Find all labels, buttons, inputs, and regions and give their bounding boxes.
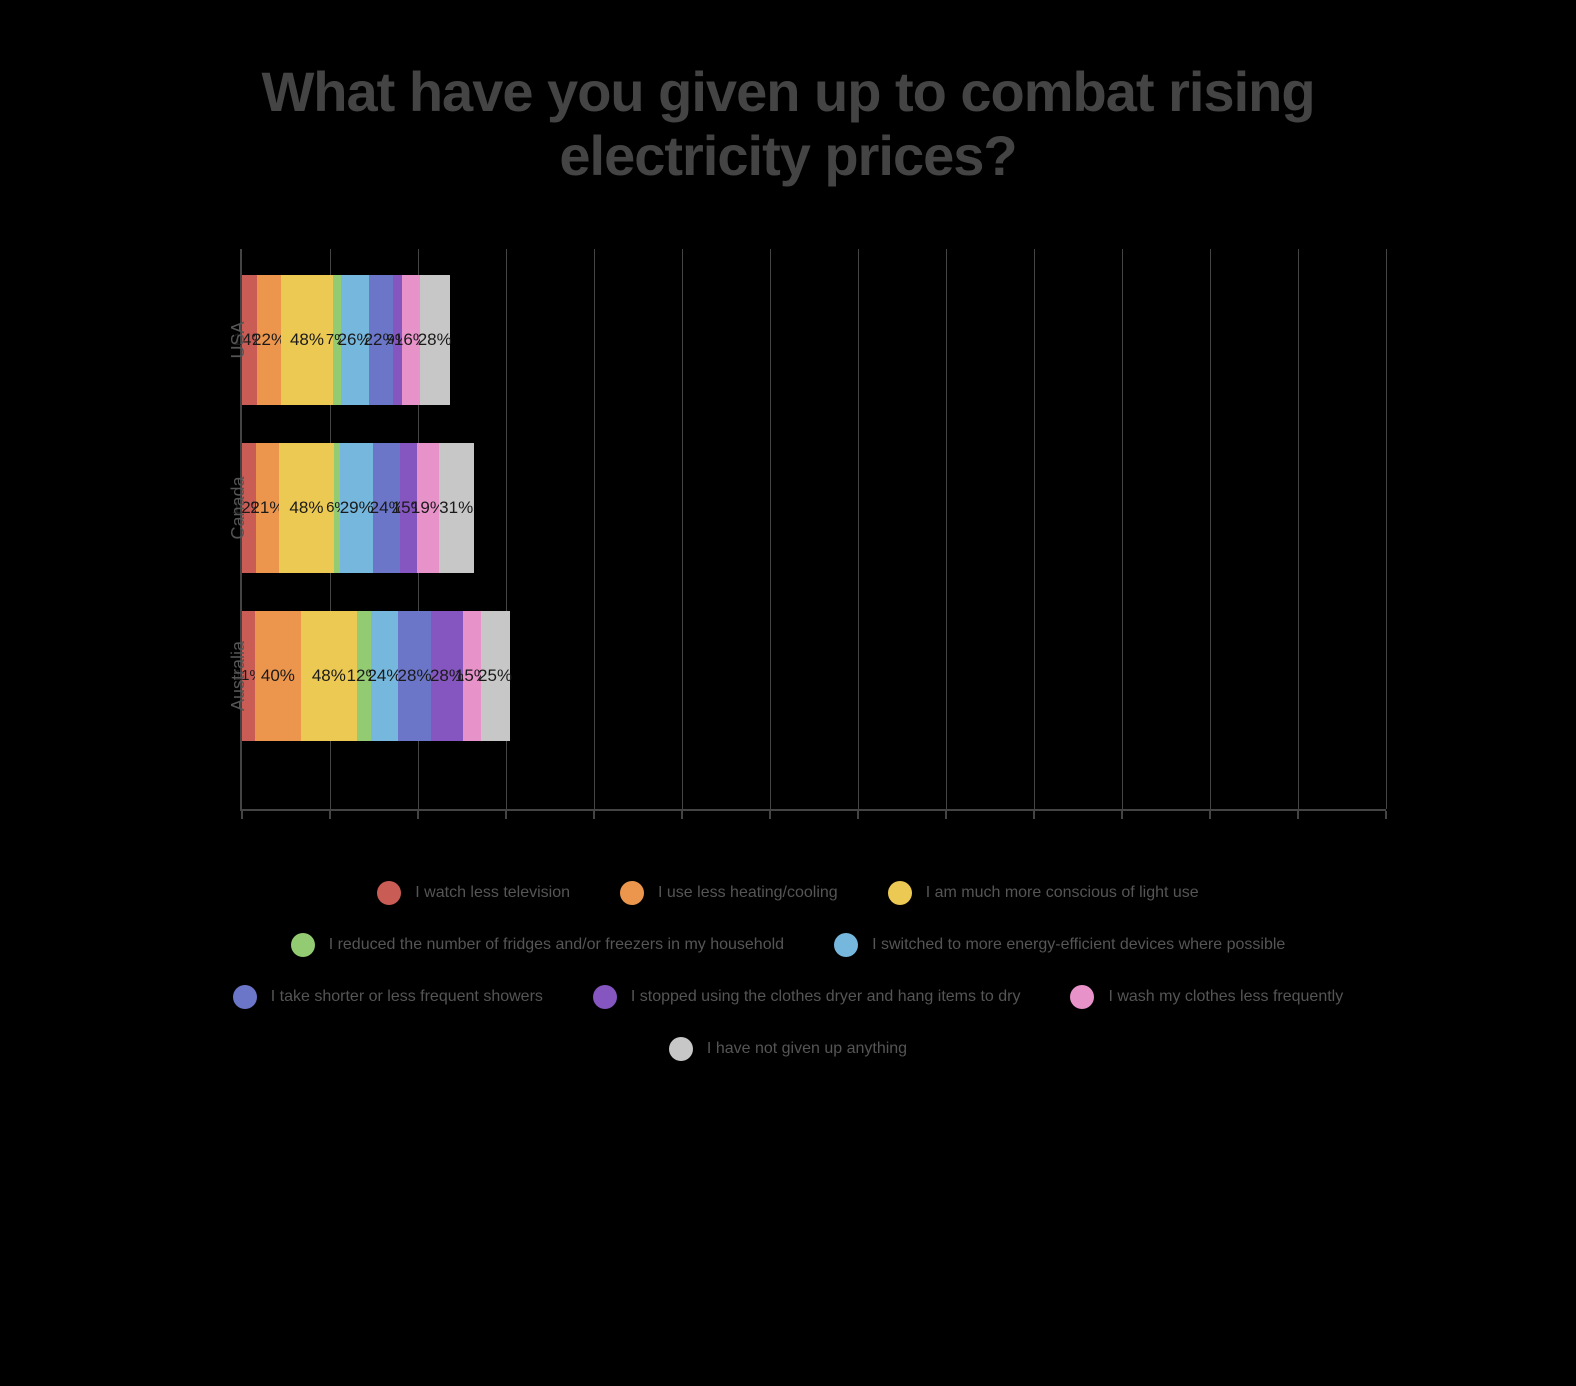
bar-segment: 28% bbox=[398, 611, 430, 741]
legend-label: I switched to more energy-efficient devi… bbox=[872, 936, 1285, 954]
legend-item: I use less heating/cooling bbox=[620, 881, 838, 905]
chart-page: What have you given up to combat rising … bbox=[0, 0, 1576, 1386]
x-tick bbox=[681, 811, 683, 819]
legend-item: I switched to more energy-efficient devi… bbox=[834, 933, 1285, 957]
x-tick bbox=[1033, 811, 1035, 819]
legend-swatch bbox=[291, 933, 315, 957]
bar-row: 11%40%48%12%24%28%28%15%25% bbox=[242, 611, 543, 741]
legend-label: I use less heating/cooling bbox=[658, 884, 838, 902]
x-tick bbox=[593, 811, 595, 819]
bar-segment: 29% bbox=[340, 443, 373, 573]
legend-item: I stopped using the clothes dryer and ha… bbox=[593, 985, 1021, 1009]
legend-item: I am much more conscious of light use bbox=[888, 881, 1199, 905]
y-axis-label: Australia bbox=[228, 641, 249, 711]
legend: I watch less television I use less heatin… bbox=[190, 881, 1386, 1061]
legend-swatch bbox=[669, 1037, 693, 1061]
legend-label: I watch less television bbox=[415, 884, 570, 902]
bar-segment: 22% bbox=[257, 275, 281, 405]
x-tick bbox=[1385, 811, 1387, 819]
x-tick bbox=[417, 811, 419, 819]
legend-label: I have not given up anything bbox=[707, 1040, 907, 1058]
legend-swatch bbox=[377, 881, 401, 905]
bar-segment: 19% bbox=[417, 443, 438, 573]
x-ticks bbox=[242, 809, 1386, 819]
legend-label: I am much more conscious of light use bbox=[926, 884, 1199, 902]
bar-segment: 24% bbox=[371, 611, 399, 741]
x-tick bbox=[505, 811, 507, 819]
legend-swatch bbox=[888, 881, 912, 905]
legend-label: I reduced the number of fridges and/or f… bbox=[329, 936, 784, 954]
plot-area: 14%22%48%7%26%22%9%16%28% 12%21%48%6%29%2… bbox=[240, 249, 1386, 811]
legend-swatch bbox=[593, 985, 617, 1009]
x-tick bbox=[1297, 811, 1299, 819]
legend-item: I reduced the number of fridges and/or f… bbox=[291, 933, 784, 957]
legend-label: I stopped using the clothes dryer and ha… bbox=[631, 988, 1021, 1006]
legend-item: I have not given up anything bbox=[669, 1037, 907, 1061]
legend-label: I wash my clothes less frequently bbox=[1108, 988, 1343, 1006]
legend-swatch bbox=[834, 933, 858, 957]
bar-segment: 21% bbox=[256, 443, 280, 573]
gridline bbox=[1386, 249, 1387, 809]
bar-row: 14%22%48%7%26%22%9%16%28% bbox=[242, 275, 524, 405]
bar-segment: 25% bbox=[481, 611, 510, 741]
x-tick bbox=[329, 811, 331, 819]
x-tick bbox=[1121, 811, 1123, 819]
y-axis-label: Canada bbox=[228, 476, 249, 539]
bar-segment: 28% bbox=[420, 275, 450, 405]
legend-item: I watch less television bbox=[377, 881, 570, 905]
y-axis-label: USA bbox=[228, 321, 249, 358]
x-tick bbox=[241, 811, 243, 819]
legend-item: I wash my clothes less frequently bbox=[1070, 985, 1343, 1009]
x-tick bbox=[1209, 811, 1211, 819]
legend-swatch bbox=[1070, 985, 1094, 1009]
legend-item: I take shorter or less frequent showers bbox=[233, 985, 543, 1009]
x-tick bbox=[857, 811, 859, 819]
legend-swatch bbox=[620, 881, 644, 905]
bars-container: 14%22%48%7%26%22%9%16%28% 12%21%48%6%29%2… bbox=[242, 249, 1386, 809]
x-tick bbox=[945, 811, 947, 819]
bar-row: 12%21%48%6%29%24%15%19%31% bbox=[242, 443, 536, 573]
bar-segment: 31% bbox=[439, 443, 474, 573]
chart-title: What have you given up to combat rising … bbox=[238, 60, 1338, 189]
chart-wrap: 14%22%48%7%26%22%9%16%28% 12%21%48%6%29%2… bbox=[240, 249, 1386, 811]
bar-segment: 40% bbox=[255, 611, 301, 741]
legend-swatch bbox=[233, 985, 257, 1009]
legend-label: I take shorter or less frequent showers bbox=[271, 988, 543, 1006]
x-tick bbox=[769, 811, 771, 819]
